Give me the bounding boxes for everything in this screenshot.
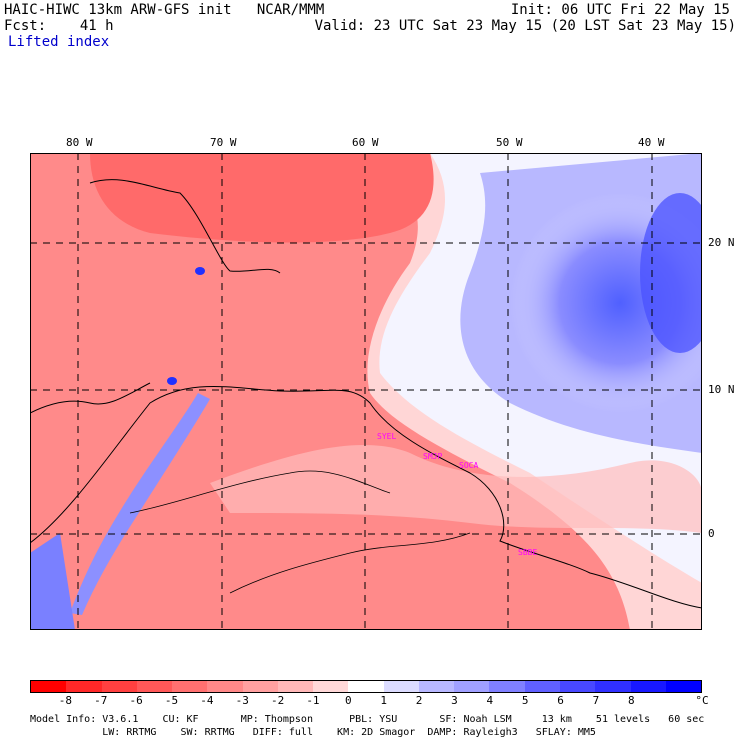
station-syel: SYEL [377,432,397,441]
colorbar-swatch [172,681,208,692]
colorbar-swatch [136,681,173,692]
colorbar-tick-label: 6 [557,694,564,707]
south-america-coastline [30,386,702,609]
colorbar-tick-label: 5 [521,694,529,707]
hispaniola-spot [195,267,205,275]
colorbar-swatch [665,681,702,692]
colorbar-tick-label: 8 [627,694,635,707]
valid-time: Valid: 23 UTC Sat 23 May 15 (20 LST Sat … [314,18,736,34]
colorbar-swatch [524,681,560,692]
field-name: Lifted index [8,34,110,50]
colorbar-swatch [595,681,631,692]
strong-stable-edge [640,193,702,353]
lat-lon-grid [30,153,702,630]
forecast-hour: Fcst: 41 h [4,18,114,34]
colorbar-swatch [207,681,243,692]
colorbar-swatch [242,681,278,692]
colorbar-tick-label: -2 [270,694,285,707]
colorbar-unit: °C [695,694,709,707]
model-info-line2: LW: RRTMG SW: RRTMG DIFF: full KM: 2D Sm… [30,727,596,738]
colorbar-tick-label: -5 [164,694,179,707]
model-title: HAIC-HIWC 13km ARW-GFS init NCAR/MMM [4,2,325,18]
colorbar-swatch [630,681,666,692]
colorbar-tick-label: -7 [94,694,108,707]
colorbar-tick-label: 7 [592,694,600,707]
andes-stable-strip [70,393,210,615]
colorbar-tick-label: -1 [306,694,320,707]
equatorial-tongue [210,444,702,533]
country-border-2 [229,532,471,594]
lon-label-50w: 50 W [496,136,523,149]
lon-label-60w: 60 W [352,136,379,149]
lat-label-10n: 10 N [708,383,735,396]
colorbar-tick-label: -3 [235,694,249,707]
colorbar-swatch [66,681,102,692]
colorbar-swatch [31,681,67,692]
colorbar-tick-label: 3 [451,694,458,707]
station-sbbe: SBBE [518,548,538,557]
station-soca: SOCA [459,461,479,470]
lon-label-80w: 80 W [66,136,93,149]
colorbar-tick-label: 2 [415,694,423,707]
lifted-index-map [30,153,702,630]
model-info-line1: Model Info: V3.6.1 CU: KF MP: Thompson P… [30,714,705,725]
colorbar-swatch [418,681,455,692]
colorbar-swatch [277,681,314,692]
colorbar-tick-label: 4 [486,694,494,707]
colorbar-swatch [383,681,419,692]
lon-label-70w: 70 W [210,136,237,149]
colorbar-tick-label: -8 [58,694,72,707]
colorbar-swatch [313,681,349,692]
lon-label-40w: 40 W [638,136,665,149]
colorbar-swatch [101,681,137,692]
colorbar-tick-label: -6 [129,694,143,707]
lake-maracaibo [167,377,177,385]
caribbean-islands-outline [89,179,281,274]
init-time: Init: 06 UTC Fri 22 May 15 [510,2,730,18]
colorbar-tick-label: 1 [380,694,387,707]
lat-label-20n: 20 N [708,236,735,249]
colorbar [30,680,702,693]
station-smjp: SMJP [423,452,443,461]
colorbar-swatch [454,681,490,692]
lat-label-0: 0 [708,527,715,540]
map-frame [30,153,702,630]
colorbar-swatch [348,681,384,692]
colorbar-swatch [489,681,525,692]
colorbar-swatch [559,681,596,692]
colorbar-tick-label: -4 [200,694,214,707]
unstable-band-north [90,153,434,243]
colorbar-tick-label: 0 [345,694,352,707]
central-america-coastline [30,382,151,414]
country-border-1 [129,470,391,514]
pacific-stable-patch [30,533,75,630]
